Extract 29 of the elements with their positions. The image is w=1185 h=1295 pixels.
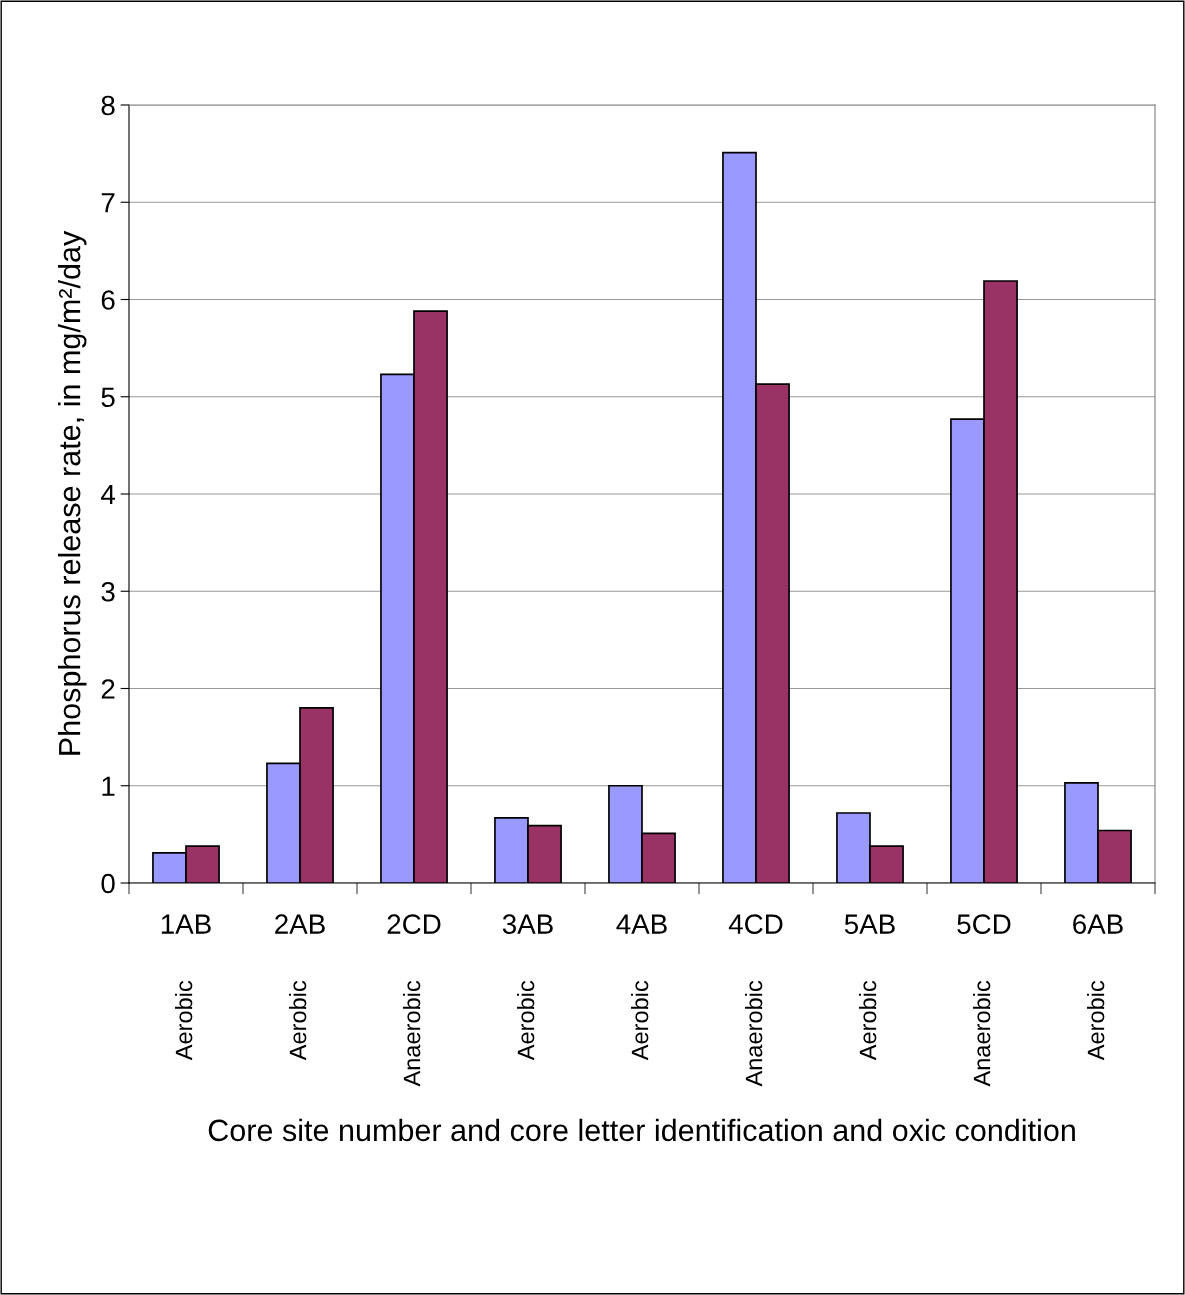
text: Aerobic [175, 980, 193, 1061]
text: Anaerobic [402, 980, 421, 1087]
text: Aerobic [858, 980, 877, 1061]
text: Aerobic [1086, 980, 1105, 1061]
x-tick-label: 6AB [1073, 914, 1123, 934]
y-tick-label: 0 [101, 873, 115, 894]
text: Anaerobic [972, 980, 991, 1087]
y-tick-label: 8 [101, 95, 115, 116]
y-tick-label: 7 [101, 193, 115, 213]
y-tick-label: 4 [101, 484, 115, 505]
text: Aerobic [516, 980, 535, 1061]
x-tick-label: 1AB [161, 914, 211, 934]
y-tick-label: 6 [101, 290, 115, 310]
text: Aerobic [630, 980, 649, 1061]
x-tick-label: 4AB [616, 914, 667, 934]
text: Anaerobic [744, 980, 763, 1087]
y-tick-label: 1 [102, 776, 115, 796]
text: Core site number and core letter identification and oxic condition [208, 1118, 1075, 1142]
y-tick-label: 5 [101, 387, 115, 408]
x-tick-label: 5CD [957, 914, 1011, 934]
x-tick-label: 2CD [387, 914, 441, 934]
y-tick-label: 3 [101, 581, 115, 602]
x-tick-label: 2AB [275, 914, 325, 934]
y-tick-label: 2 [101, 679, 115, 699]
x-tick-label: 4CD [728, 914, 783, 934]
x-tick-label: 3AB [502, 914, 553, 934]
x-tick-label: 5AB [844, 914, 895, 934]
text: Aerobic [288, 980, 307, 1061]
y-axis-title: Phosphorus release rate, in mg/m²/day [57, 230, 87, 755]
